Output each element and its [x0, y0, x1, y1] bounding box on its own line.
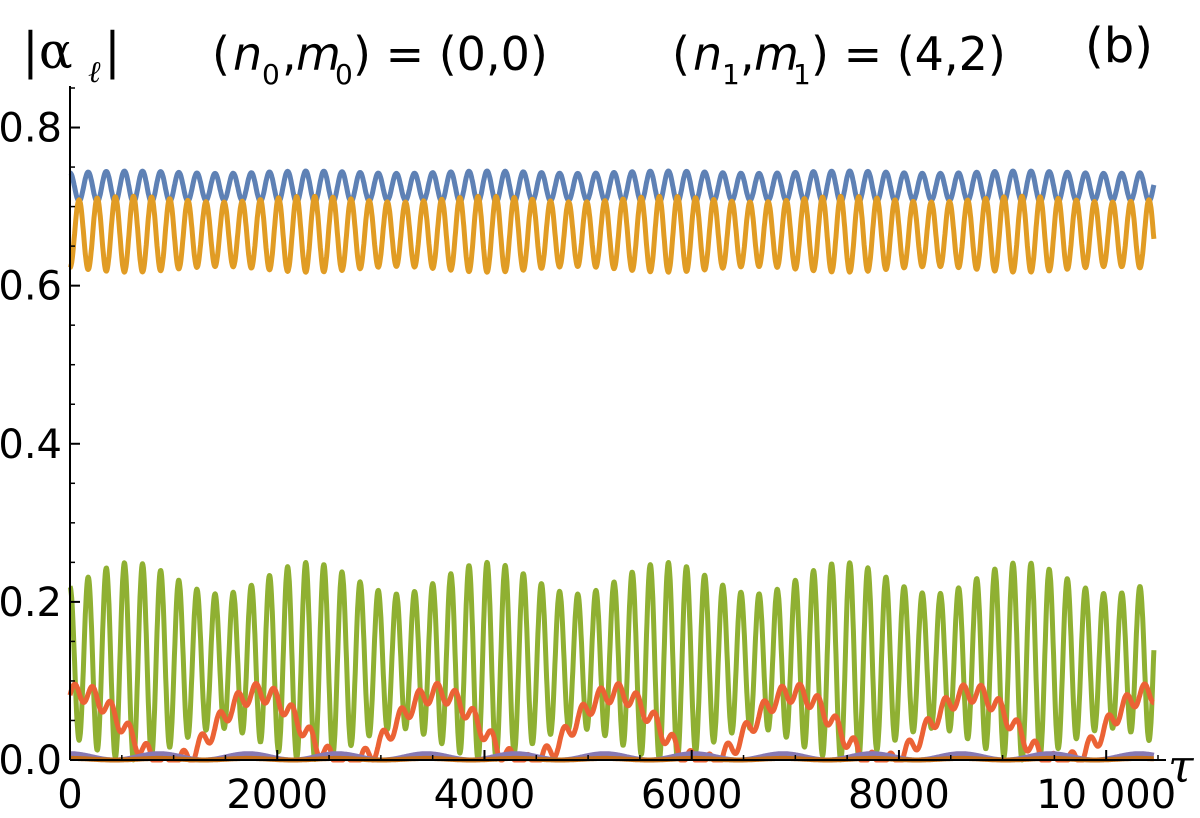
- mode1-n: n: [693, 27, 722, 81]
- y-tick-label: 0.6: [0, 264, 62, 310]
- mode0-n: n: [233, 27, 262, 81]
- x-tick-label: 0: [57, 772, 82, 818]
- mode1-open: (: [672, 27, 690, 81]
- mode1-m-sub: 1: [793, 58, 811, 91]
- ylabel-subscript: ℓ: [88, 55, 101, 90]
- x-tick-label: 2000: [226, 772, 328, 818]
- series-line-4: [67, 751, 1156, 763]
- series-line-0: [67, 168, 1157, 206]
- series-line-3: [67, 680, 1156, 763]
- mode0-m-sub: 0: [335, 58, 353, 91]
- x-tick-label: 4000: [434, 772, 536, 818]
- mode0-comma: ,: [282, 27, 297, 81]
- series-line-5: [67, 755, 1156, 763]
- mode1-value: ) = (4,2): [811, 27, 1006, 81]
- x-axis-label: τ: [1168, 739, 1195, 793]
- mode1-comma: ,: [740, 27, 755, 81]
- y-tick-label: 0.8: [0, 106, 62, 152]
- mode0-open: (: [212, 27, 230, 81]
- mode0-value: ) = (0,0): [353, 27, 548, 81]
- x-tick-label: 6000: [641, 772, 743, 818]
- mode1-n-sub: 1: [722, 58, 740, 91]
- mode1-m: m: [754, 27, 799, 81]
- mode0-m: m: [296, 27, 341, 81]
- y-tick-label: 0.4: [0, 422, 62, 468]
- ylabel-close: |: [104, 22, 121, 80]
- mode0-n-sub: 0: [262, 58, 280, 91]
- chart-title: |α ℓ | ( n 0 , m 0 ) = (0,0) ( n 1 , m 1…: [22, 18, 1153, 91]
- x-tick-label: 8000: [848, 772, 950, 818]
- series-line-2: [67, 559, 1157, 763]
- axes: [69, 86, 1166, 761]
- x-tick-label: 10 000: [1036, 772, 1176, 818]
- panel-label: (b): [1085, 18, 1153, 74]
- y-tick-label: 0.0: [0, 738, 62, 784]
- ticks: 0 2000 4000 6000 8000 10 000 0.0 0.2 0.4 0.6 0.8: [0, 87, 1176, 818]
- plot-series: [67, 168, 1157, 763]
- series-line-1: [67, 193, 1157, 275]
- y-tick-label: 0.2: [0, 580, 62, 626]
- ylabel-open: |α: [22, 22, 73, 80]
